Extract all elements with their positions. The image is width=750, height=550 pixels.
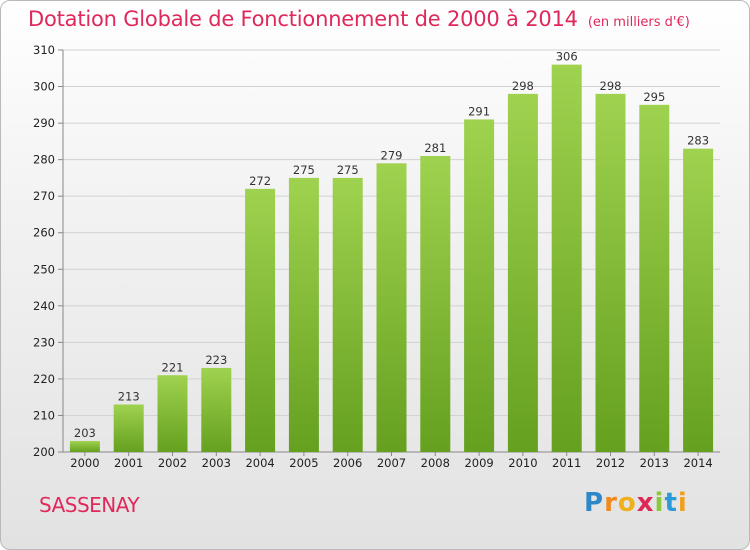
data-label-2014: 283 [687, 134, 709, 148]
y-tick-label: 220 [33, 372, 55, 386]
x-tick-label-2007: 2007 [377, 456, 406, 470]
commune-name: SASSENAY [39, 493, 140, 517]
proxiti-logo: Proxiti [584, 488, 688, 518]
x-tick-label-2012: 2012 [596, 456, 625, 470]
x-tick-label-2014: 2014 [683, 456, 712, 470]
data-label-2003: 223 [205, 353, 227, 367]
bar-2007 [376, 163, 407, 453]
bar-2002 [157, 375, 188, 452]
y-tick-label: 280 [33, 153, 55, 167]
data-label-2010: 298 [512, 79, 534, 93]
x-tick-label-2003: 2003 [202, 456, 231, 470]
unit-note: (en milliers d'€) [587, 15, 690, 30]
data-label-2008: 281 [424, 141, 446, 155]
x-tick-label-2009: 2009 [464, 456, 493, 470]
chart-title-text: Dotation Globale de Fonctionnement de 20… [28, 7, 578, 31]
data-labels: 203 213 221 223 272 275 275 279 281 291 298 306 298 2… [74, 50, 709, 440]
x-tick-labels: 2000 2001 2002 2003 2004 2005 2006 2007 2008 2009… [70, 456, 712, 470]
data-label-2013: 295 [643, 90, 665, 104]
data-label-2002: 221 [162, 360, 184, 374]
bar-2012 [595, 93, 626, 452]
data-label-2009: 291 [468, 104, 490, 118]
bar-2008 [420, 155, 451, 452]
bar-2003 [201, 367, 232, 452]
bar-2011 [551, 64, 582, 453]
y-tick-label: 210 [33, 408, 55, 422]
data-label-2000: 203 [74, 426, 96, 440]
bars [69, 64, 714, 453]
y-tick-label: 290 [33, 116, 55, 130]
y-tick-label: 230 [33, 335, 55, 349]
bar-2006 [332, 177, 363, 452]
x-tick-label-2001: 2001 [114, 456, 143, 470]
y-tick-label: 250 [33, 262, 55, 276]
y-tick-label: 240 [33, 299, 55, 313]
x-tick-label-2006: 2006 [333, 456, 362, 470]
y-tick-label: 300 [33, 80, 55, 94]
bar-2010 [507, 93, 538, 452]
x-tick-label-2013: 2013 [640, 456, 669, 470]
x-tick-label-2011: 2011 [552, 456, 581, 470]
bar-2014 [683, 148, 714, 452]
x-tick-label-2000: 2000 [70, 456, 99, 470]
data-label-2005: 275 [293, 163, 315, 177]
x-tick-label-2008: 2008 [421, 456, 450, 470]
y-tick-label: 200 [33, 445, 55, 459]
bar-2013 [639, 104, 670, 453]
bar-2004 [245, 188, 276, 452]
data-label-2004: 272 [249, 174, 271, 188]
y-tick-label: 270 [33, 189, 55, 203]
bar-2005 [288, 177, 319, 452]
bar-2009 [464, 119, 495, 452]
data-label-2001: 213 [118, 389, 140, 403]
bar-2000 [69, 441, 100, 452]
x-tick-label-2005: 2005 [289, 456, 318, 470]
data-label-2012: 298 [600, 79, 622, 93]
y-tick-labels: 200 210 220 230 240 250 260 270 280 290 300 310 [33, 43, 55, 459]
data-label-2007: 279 [381, 148, 403, 162]
y-tick-label: 310 [33, 43, 55, 57]
x-tick-label-2004: 2004 [245, 456, 274, 470]
x-tick-label-2010: 2010 [508, 456, 537, 470]
chart-title: Dotation Globale de Fonctionnement de 20… [28, 7, 690, 31]
data-label-2011: 306 [556, 50, 578, 64]
x-tick-label-2002: 2002 [158, 456, 187, 470]
data-label-2006: 275 [337, 163, 359, 177]
bar-2001 [113, 404, 144, 452]
y-tick-label: 260 [33, 226, 55, 240]
